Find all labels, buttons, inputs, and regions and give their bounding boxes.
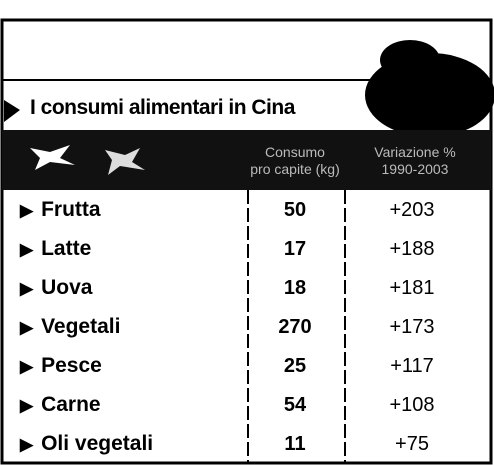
table-row: Latte 17 +188 <box>0 231 494 270</box>
variation: +75 <box>352 433 472 456</box>
table-row: Vegetali 270 +173 <box>0 309 494 348</box>
table-row: Pesce 25 +117 <box>0 348 494 387</box>
table-row: Carne 54 +108 <box>0 387 494 426</box>
food-name: Pesce <box>20 354 102 378</box>
food-name: Oli vegetali <box>20 432 153 456</box>
table-row: Oli vegetali 11 +75 <box>0 426 494 465</box>
header-line: Consumo <box>230 144 360 161</box>
page: I consumi alimentari in Cina Consumopro … <box>0 0 494 465</box>
variation: +188 <box>352 238 472 261</box>
variation: +203 <box>352 199 472 222</box>
header-line: 1990-2003 <box>350 161 480 178</box>
variation: +173 <box>352 316 472 339</box>
header-line: pro capite (kg) <box>230 161 360 178</box>
table-row: Uova 18 +181 <box>0 270 494 309</box>
consumption: 17 <box>250 238 340 261</box>
food-name: Frutta <box>20 198 101 222</box>
consumption: 11 <box>250 433 340 456</box>
consumption: 270 <box>250 316 340 339</box>
food-name: Latte <box>20 237 91 261</box>
header-line: Variazione % <box>350 144 480 161</box>
variation: +181 <box>352 277 472 300</box>
consumption: 50 <box>250 199 340 222</box>
variation: +117 <box>352 355 472 378</box>
variation: +108 <box>352 394 472 417</box>
food-name: Vegetali <box>20 315 120 339</box>
consumption: 54 <box>250 394 340 417</box>
table-row: Frutta 50 +203 <box>0 192 494 231</box>
consumption: 25 <box>250 355 340 378</box>
column-header: Variazione %1990-2003 <box>350 144 480 178</box>
title: I consumi alimentari in Cina <box>30 96 295 120</box>
consumption: 18 <box>250 277 340 300</box>
food-name: Uova <box>20 276 92 300</box>
food-name: Carne <box>20 393 101 417</box>
